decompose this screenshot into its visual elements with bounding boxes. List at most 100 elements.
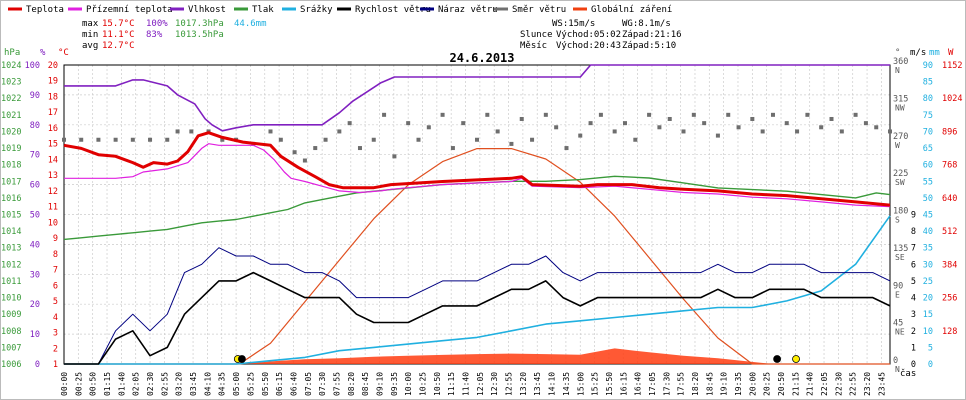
tick-time: 09:35: [390, 372, 399, 396]
moonrise-time: Východ:20:43: [556, 41, 621, 51]
tick-rain: 5: [928, 343, 933, 353]
tick-humidity: 90: [30, 91, 40, 101]
wind-direction-point: [874, 125, 879, 130]
tick-time: 08:20: [347, 372, 356, 396]
tick-wind: 3: [911, 310, 916, 320]
tick-temperature: 6: [53, 281, 58, 291]
wind-direction-point: [681, 129, 686, 134]
wind-direction-point: [530, 137, 535, 142]
tick-pressure: 1006: [1, 360, 21, 370]
wind-direction-point: [113, 137, 118, 142]
legend-label-0: Teplota: [26, 5, 64, 15]
axis-unit-pressure: hPa: [4, 48, 20, 58]
x-axis-label: čas: [900, 368, 916, 379]
tick-time: 05:00: [232, 372, 241, 396]
wind-direction-point: [475, 137, 479, 142]
wind-direction-point: [416, 137, 421, 142]
tick-direction-compass: SE: [895, 253, 905, 262]
tick-time: 15:50: [605, 372, 614, 396]
tick-wind: 6: [911, 260, 916, 270]
tick-temperature: 19: [48, 77, 58, 87]
wind-direction-point: [853, 112, 858, 117]
wind-direction-point: [564, 146, 569, 151]
tick-rain: 25: [923, 277, 933, 287]
wind-direction-point: [220, 137, 225, 142]
wind-direction-point: [189, 129, 194, 134]
stat-max-temp: 15.7°C: [102, 19, 135, 29]
tick-direction-deg: 90: [893, 281, 903, 291]
tick-wind: 9: [911, 211, 916, 221]
legend-label-7: Směr větru: [512, 5, 566, 15]
tick-radiation: 384: [942, 260, 957, 270]
chart-axes: hPa1006100710081009101010111012101310141…: [1, 48, 962, 396]
sun-sunset-marker: [792, 355, 800, 363]
tick-rain: 85: [923, 78, 933, 88]
tick-time: 11:15: [447, 372, 456, 396]
stat-avg-label: avg: [82, 41, 98, 51]
legend-label-3: Tlak: [252, 5, 274, 15]
wind-direction-point: [337, 129, 342, 134]
wind-direction-point: [347, 121, 352, 126]
tick-pressure: 1015: [1, 211, 21, 221]
tick-pressure: 1011: [1, 277, 21, 287]
tick-time: 10:50: [433, 372, 442, 396]
tick-rain: 10: [923, 327, 933, 337]
tick-pressure: 1020: [1, 127, 21, 137]
rain-line: [64, 215, 891, 365]
wind-direction-point: [543, 112, 548, 117]
stat-min-label: min: [82, 30, 98, 40]
tick-radiation: 128: [942, 327, 957, 337]
tick-radiation: 1152: [942, 61, 962, 71]
tick-temperature: 20: [48, 61, 58, 71]
tick-time: 13:20: [519, 372, 528, 396]
tick-pressure: 1023: [1, 78, 21, 88]
tick-direction-deg: 45: [893, 319, 903, 329]
tick-rain: 90: [923, 61, 933, 71]
tick-time: 04:35: [218, 372, 227, 396]
tick-direction-deg: 180: [893, 207, 908, 217]
tick-direction-deg: 270: [893, 132, 908, 142]
tick-pressure: 1013: [1, 244, 21, 254]
wind-ws-readout: WS:15m/s: [552, 19, 595, 29]
wind-direction-point: [888, 129, 892, 134]
chart-title: 24.6.2013: [449, 51, 514, 65]
tick-time: 23:20: [863, 372, 872, 396]
tick-time: 01:15: [103, 372, 112, 396]
axis-unit-direction: °: [895, 48, 900, 58]
tick-temperature: 4: [53, 313, 58, 323]
stat-max-humidity: 100%: [146, 19, 168, 29]
tick-direction-deg: 315: [893, 94, 908, 104]
tick-direction-compass: S: [895, 216, 900, 225]
wind-direction-point: [819, 125, 824, 130]
wind-direction-point: [495, 129, 500, 134]
tick-pressure: 1017: [1, 177, 21, 187]
axis-unit-humidity: %: [40, 48, 46, 58]
tick-time: 11:40: [462, 372, 471, 396]
tick-time: 21:15: [791, 372, 800, 396]
stat-rain-total: 44.6mm: [234, 19, 267, 29]
tick-rain: 70: [923, 127, 933, 137]
tick-time: 17:05: [648, 372, 657, 396]
tick-radiation: 1024: [942, 94, 962, 104]
legend-label-4: Srážky: [300, 5, 333, 15]
tick-time: 17:30: [662, 372, 671, 396]
tick-wind: 0: [911, 360, 916, 370]
tick-temperature: 8: [53, 250, 58, 260]
tick-pressure: 1009: [1, 310, 21, 320]
ground-temperature-line: [64, 143, 891, 208]
tick-direction-deg: 0: [893, 356, 898, 366]
tick-wind: 7: [911, 244, 916, 254]
tick-time: 06:15: [275, 372, 284, 396]
tick-direction-deg: 135: [893, 244, 908, 254]
moon-moonrise-marker: [773, 355, 782, 363]
tick-rain: 20: [923, 294, 933, 304]
wind-direction-point: [62, 137, 66, 142]
tick-time: 10:25: [419, 372, 428, 396]
tick-time: 20:00: [748, 372, 757, 396]
wind-direction-point: [165, 137, 170, 142]
tick-radiation: 768: [942, 161, 957, 171]
wind-direction-point: [371, 137, 376, 142]
moonset-time: Západ:5:10: [622, 41, 676, 51]
tick-time: 15:25: [591, 372, 600, 396]
tick-temperature: 11: [48, 203, 58, 213]
